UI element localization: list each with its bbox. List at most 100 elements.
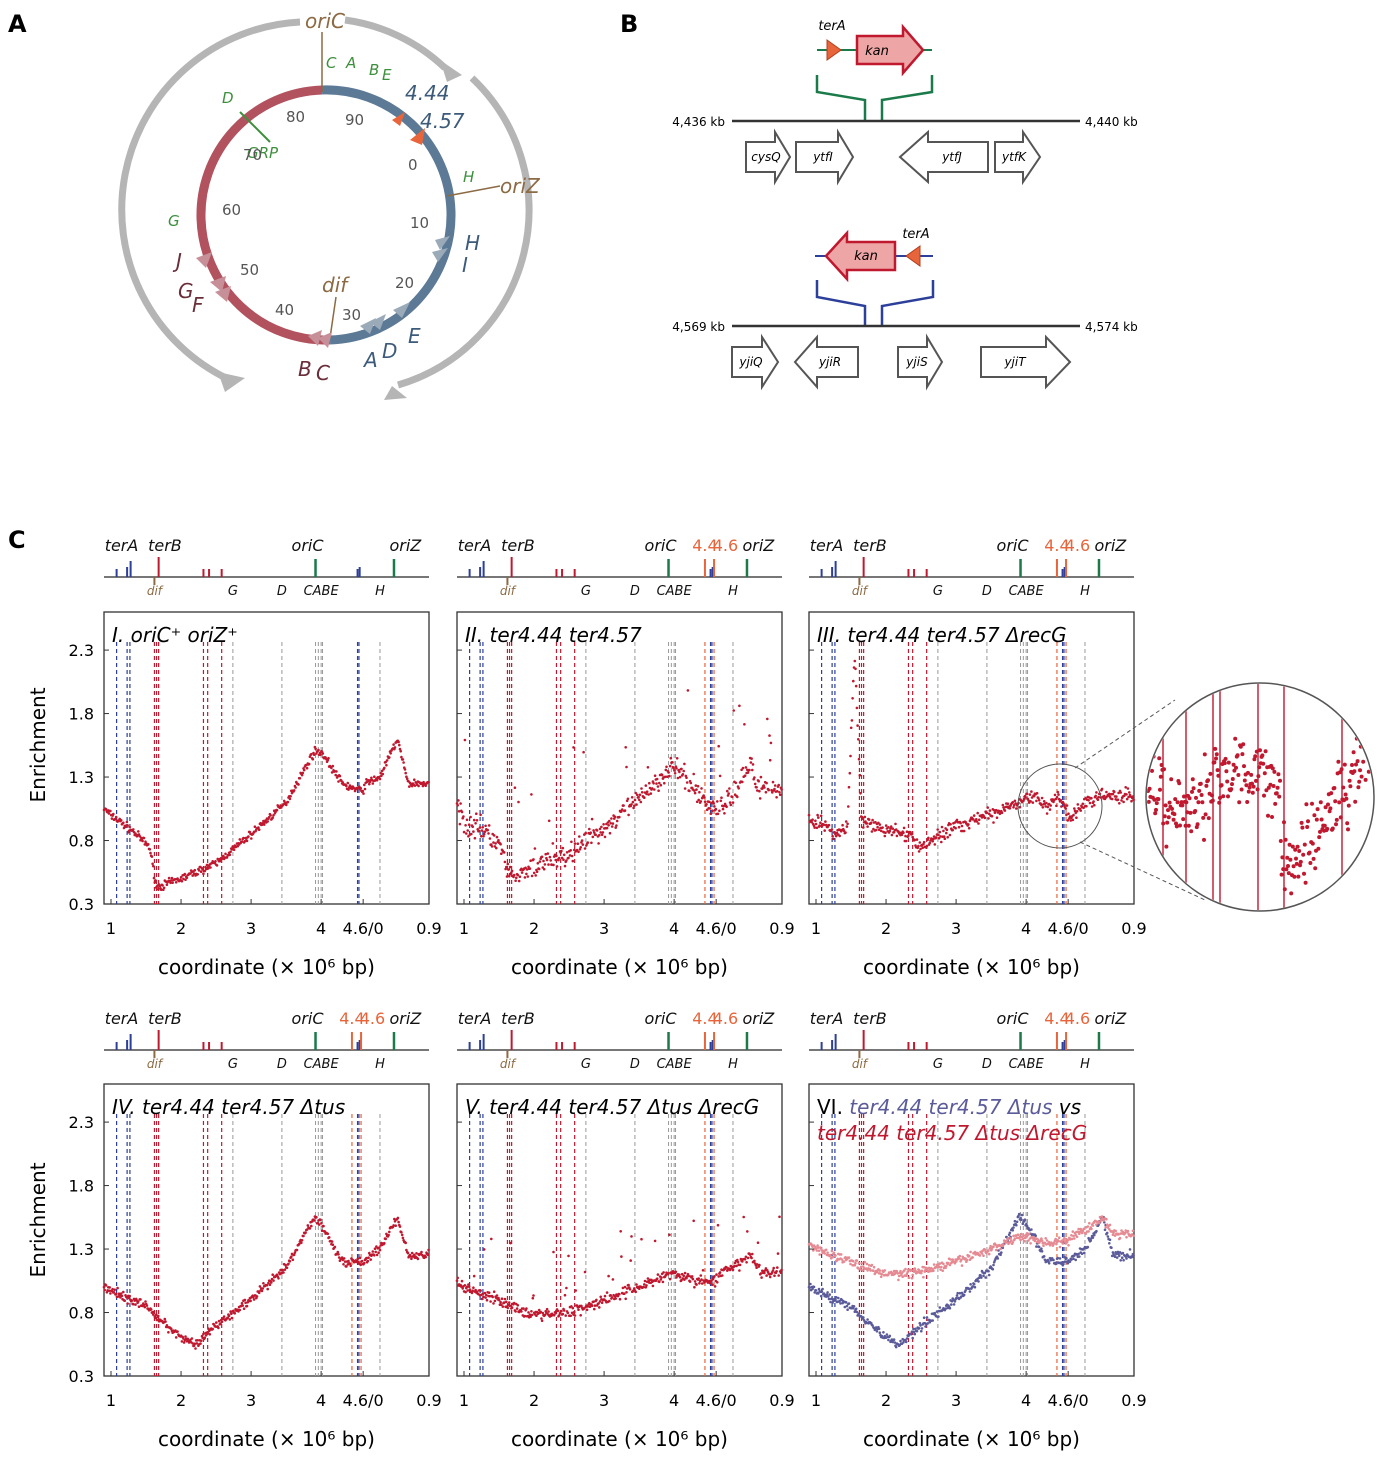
zoom-point [1182,794,1186,799]
data-point [1121,1251,1125,1255]
data-point [866,1269,869,1272]
data-point [914,1327,917,1331]
data-point [876,825,879,829]
data-point [1027,799,1030,802]
data-point [1095,791,1098,794]
data-point [1065,1241,1069,1244]
terA-map-label: terA [810,536,844,555]
zoom-point [1345,821,1350,826]
data-point [1067,812,1070,815]
data-point [917,850,921,853]
data-point [658,1280,661,1284]
data-point [405,775,408,778]
data-point [292,789,296,792]
zoom-point [1200,800,1205,805]
data-point [987,1269,990,1273]
y-tick-label: 0.3 [69,895,94,914]
data-point [523,1314,527,1318]
data-point [482,832,486,836]
data-point [577,1308,580,1311]
data-point [751,1252,754,1256]
data-point [656,785,660,788]
data-point [712,802,715,805]
data-point [827,1297,831,1301]
data-point [334,773,338,777]
x-tick-label: 4.6/0 [1048,919,1089,938]
zoom-point [1263,749,1268,754]
data-point [643,796,646,799]
data-point [920,1271,923,1275]
data-point [983,816,987,820]
data-point [1089,1239,1092,1242]
data-point [257,828,261,831]
data-point [209,866,212,869]
zoom-point [1188,810,1193,815]
data-point [388,756,391,759]
data-point [731,1268,735,1272]
data-point [285,803,288,807]
data-point [982,1254,985,1257]
terA-map-label: terA [105,536,139,555]
data-point [598,1306,601,1309]
data-point [640,791,644,794]
data-point [810,821,814,824]
zoom-point [1161,821,1166,826]
data-point [472,1286,475,1289]
data-point [507,868,510,871]
data-point [859,792,862,795]
data-point [890,833,894,837]
data-point [595,829,599,832]
data-point [1029,800,1032,803]
y-tick-label: 1.8 [69,705,94,724]
data-point [490,1237,493,1241]
data-point [477,829,481,833]
data-point [695,800,699,804]
zoom-point [1294,861,1299,866]
data-point [171,881,174,884]
data-point [700,1282,704,1285]
data-point [812,1285,816,1289]
data-point [222,1315,226,1318]
data-point [464,1290,467,1294]
data-point [508,1304,512,1307]
data-point [502,851,506,854]
data-point [417,784,420,788]
data-point [413,784,417,787]
data-point [264,819,267,822]
data-point [968,1290,972,1293]
data-point [282,1271,285,1274]
data-point [967,1254,971,1258]
data-point [618,815,621,819]
zoom-point [1290,844,1295,849]
data-point [864,1267,868,1270]
data-point [682,1274,685,1277]
data-point [705,803,708,806]
y-tick-label: 1.3 [69,768,94,787]
data-point [463,738,467,742]
data-point [965,1258,969,1262]
data-point [902,831,905,834]
data-point [1011,1241,1015,1244]
data-point [267,815,271,819]
tick-20: 20 [395,274,414,292]
zoom-point [1169,777,1174,782]
dif-map-label: dif [147,584,164,598]
data-point [517,879,521,883]
data-point [625,765,628,769]
data-point [1002,806,1005,809]
oriC-map-label: oriC [645,1009,678,1028]
data-point [249,1299,252,1303]
zoom-point [1249,772,1254,777]
data-point [618,1297,622,1301]
data-point [721,1274,724,1277]
zoom-point [1194,795,1198,800]
data-point [763,1269,767,1272]
data-point [698,1282,701,1285]
data-point [119,819,123,822]
plot-title-line2: ter4.44 ter4.57 Δtus ΔrecG [817,1121,1087,1145]
data-point [943,837,947,840]
data-point [1006,802,1010,805]
data-point [995,808,998,812]
data-point [850,719,854,722]
data-point [665,765,668,769]
